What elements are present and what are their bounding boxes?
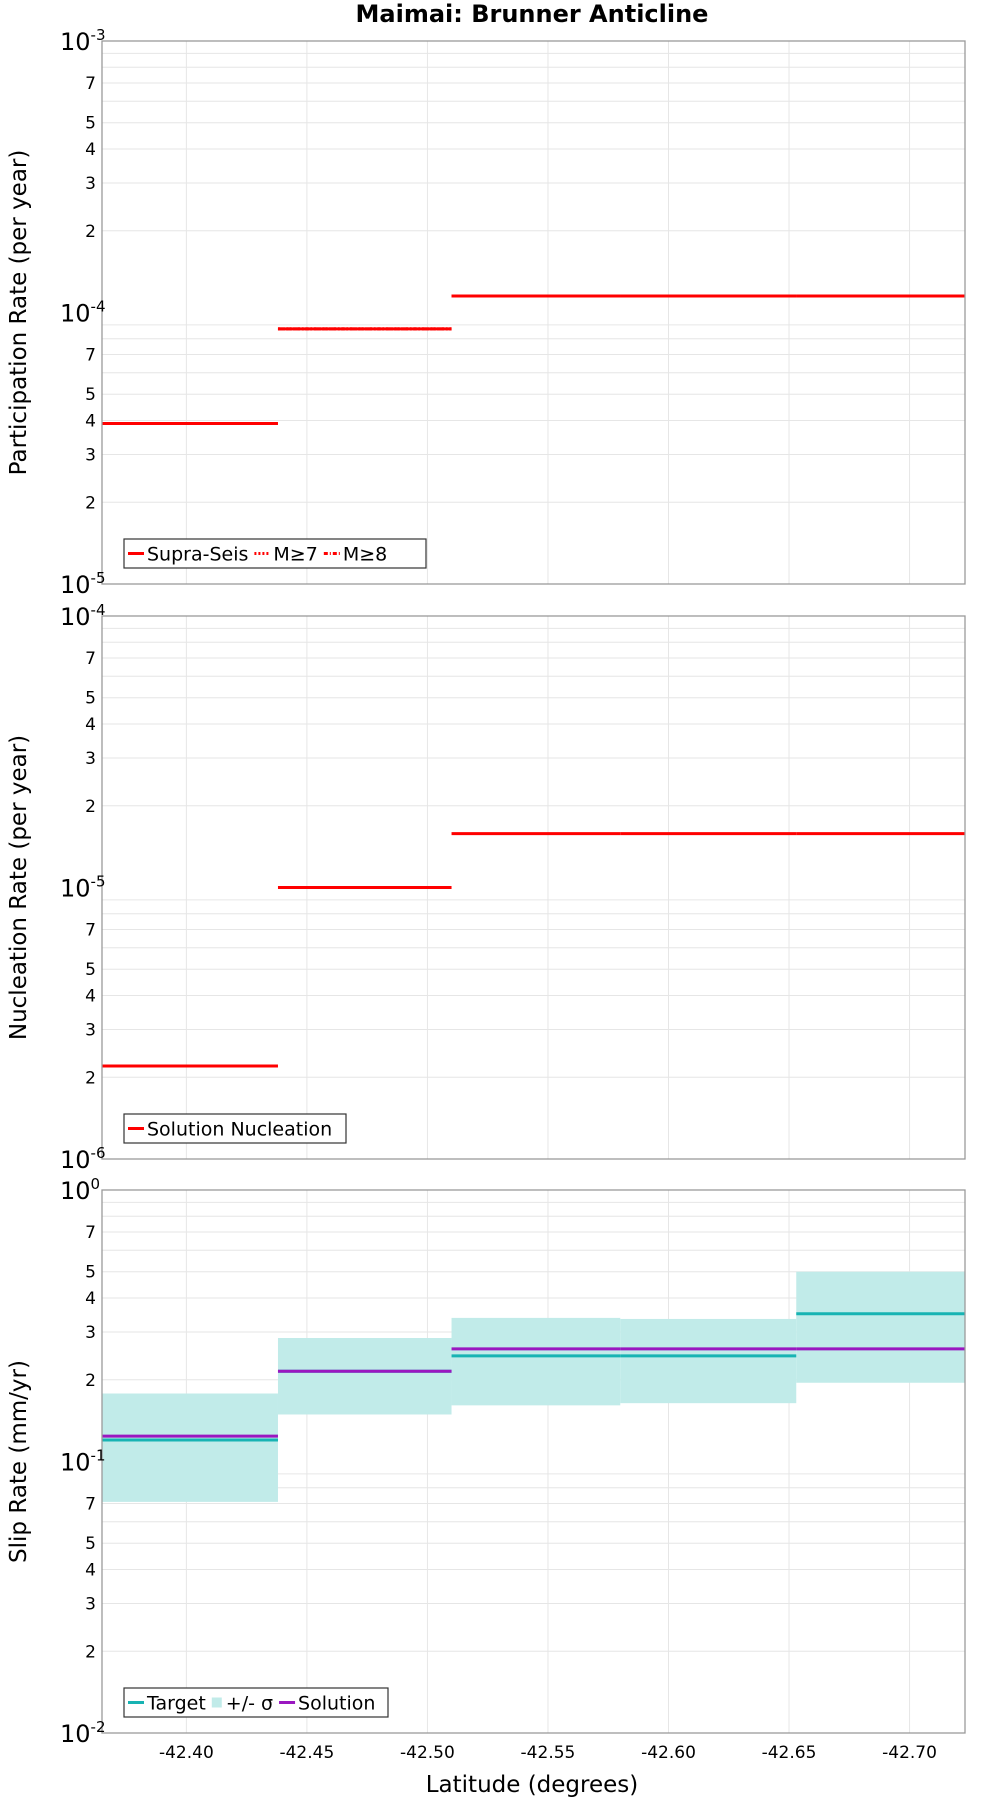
y-tick-label: 7: [85, 1495, 96, 1515]
y-decade-label: 10-4: [60, 601, 106, 631]
y-tick-label: 4: [85, 987, 96, 1007]
y-tick-label: 7: [85, 649, 96, 669]
y-decade-label: 10-6: [60, 1144, 106, 1174]
y-tick-label: 4: [85, 412, 96, 432]
panel-participation: 2 3 4 5 7 2 3 4 5 7 10-3 10-4 10-5 Participation Rate…: [6, 26, 966, 599]
y-tick-label: 7: [85, 346, 96, 366]
y-tick-label: 3: [85, 1020, 96, 1040]
sigma-band-section: [620, 1318, 797, 1404]
y-decade-label: 10-3: [60, 26, 106, 56]
legend-label: Supra-Seis: [147, 544, 248, 566]
x-tick-label: -42.40: [159, 1743, 214, 1763]
series-solution-nucleation: [102, 832, 965, 1068]
x-tick-label: -42.55: [521, 1743, 576, 1763]
chart-title: Maimai: Brunner Anticline: [356, 0, 709, 28]
legend-label: +/- σ: [226, 1693, 273, 1715]
legend: Supra-Seis M≥7 M≥8: [123, 538, 427, 569]
y-tick-label: 2: [85, 222, 96, 242]
x-axis-label: Latitude (degrees): [426, 1772, 639, 1798]
plot-frame: [101, 40, 966, 585]
x-tick-label: -42.45: [279, 1743, 334, 1763]
panel-nucleation: 2 3 4 5 7 2 3 4 5 7 10-4 10-5 10-6 Nucleation Rate (p…: [6, 601, 966, 1174]
legend: Target +/- σ Solution: [123, 1687, 389, 1718]
y-tick-label: 5: [85, 689, 96, 709]
legend-entry: Target: [128, 1693, 206, 1715]
x-tick-label: -42.70: [882, 1743, 937, 1763]
legend-entry: Solution Nucleation: [128, 1119, 332, 1141]
y-tick-label: 3: [85, 1594, 96, 1614]
sigma-band-section: [277, 1338, 452, 1415]
y-tick-label: 5: [85, 960, 96, 980]
y-axis-label: Nucleation Rate (per year): [6, 735, 32, 1040]
series-solution: [102, 1347, 965, 1438]
sigma-band-section: [796, 1271, 965, 1383]
y-tick-label: 3: [85, 174, 96, 194]
y-decade-label: 100: [60, 1175, 100, 1205]
x-axis-ticks: -42.40 -42.45 -42.50 -42.55 -42.60 -42.65 -42.…: [159, 1743, 937, 1763]
y-decade-label: 10-2: [60, 1718, 106, 1748]
y-tick-label: 2: [85, 797, 96, 817]
y-tick-label: 3: [85, 1323, 96, 1343]
y-tick-label: 3: [85, 749, 96, 769]
legend-entry: M≥8: [323, 544, 387, 566]
legend-entry: Supra-Seis: [128, 544, 248, 566]
legend-box: [123, 1687, 389, 1718]
y-decade-label: 10-4: [60, 298, 106, 328]
plot-frame: [101, 1189, 966, 1734]
series-m-8: [102, 294, 965, 426]
y-decade-label: 10-5: [60, 569, 106, 599]
plot-frame: [101, 615, 966, 1160]
y-tick-label: 7: [85, 1223, 96, 1243]
legend-entry: Solution: [279, 1693, 375, 1715]
y-tick-label: 2: [85, 1068, 96, 1088]
y-tick-label: 5: [85, 114, 96, 134]
y-tick-label: 7: [85, 921, 96, 941]
y-tick-label: 5: [85, 1534, 96, 1554]
y-decade-label: 10-5: [60, 873, 106, 903]
legend-label: M≥7: [273, 544, 317, 566]
x-tick-label: -42.60: [641, 1743, 696, 1763]
y-tick-label: 2: [85, 493, 96, 513]
y-axis-label: Slip Rate (mm/yr): [6, 1360, 32, 1563]
legend-swatch: [211, 1697, 222, 1708]
legend-label: M≥8: [343, 544, 387, 566]
x-tick-label: -42.65: [762, 1743, 817, 1763]
y-tick-label: 5: [85, 385, 96, 405]
legend-entry: M≥7: [254, 544, 318, 566]
sigma-band-section: [102, 1393, 278, 1502]
series-supra-seis: [102, 294, 965, 426]
legend-box: [123, 538, 427, 569]
legend-label: Solution Nucleation: [147, 1119, 332, 1141]
y-tick-label: 4: [85, 715, 96, 735]
series-m-7: [102, 294, 965, 426]
y-tick-label: 2: [85, 1642, 96, 1662]
sigma-band-section: [451, 1317, 621, 1406]
y-tick-label: 4: [85, 140, 96, 160]
y-axis-label: Participation Rate (per year): [6, 150, 32, 476]
y-tick-label: 7: [85, 74, 96, 94]
y-tick-label: 3: [85, 445, 96, 465]
legend-box: [123, 1113, 347, 1144]
y-decade-label: 10-1: [60, 1447, 106, 1477]
x-tick-label: -42.50: [400, 1743, 455, 1763]
legend: Solution Nucleation: [123, 1113, 347, 1144]
panel-slip: 2 3 4 5 7 2 3 4 5 7 100 10-1 10-2 Slip Rate (mm/yr) Ta…: [6, 1175, 966, 1748]
legend-label: Target: [146, 1693, 206, 1715]
legend-label: Solution: [298, 1693, 375, 1715]
y-tick-label: 5: [85, 1263, 96, 1283]
legend-entry: +/- σ: [211, 1693, 273, 1715]
y-tick-label: 2: [85, 1371, 96, 1391]
y-tick-label: 4: [85, 1289, 96, 1309]
y-tick-label: 4: [85, 1561, 96, 1581]
